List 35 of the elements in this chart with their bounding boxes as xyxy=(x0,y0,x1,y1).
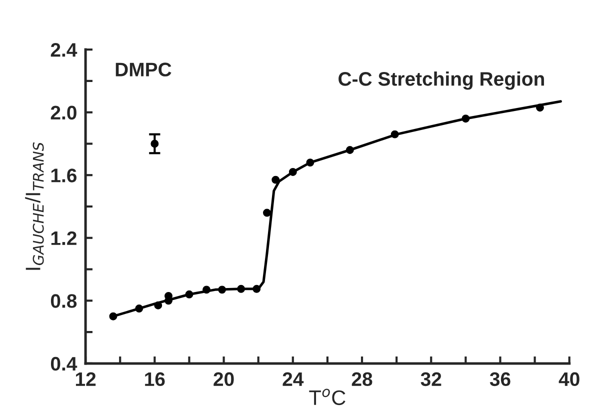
point xyxy=(252,284,261,293)
point xyxy=(263,208,271,217)
y-tick-label: 0.8 xyxy=(50,294,77,308)
x-tick-label: 16 xyxy=(145,372,165,386)
point xyxy=(306,158,314,167)
point xyxy=(154,301,162,310)
point xyxy=(288,168,297,176)
y-tick-label: 1.2 xyxy=(51,231,76,245)
point xyxy=(185,290,194,298)
x-tick-label: 12 xyxy=(76,372,96,386)
point xyxy=(272,176,280,184)
annotation: C-C Stretching Region xyxy=(338,72,544,90)
point xyxy=(536,104,544,112)
x-tick-label: 24 xyxy=(282,372,304,386)
point xyxy=(135,304,144,312)
point xyxy=(237,284,246,293)
annotation: DMPC xyxy=(116,62,172,76)
point xyxy=(390,130,399,138)
x-tick-label: 32 xyxy=(420,372,442,386)
point xyxy=(346,146,354,154)
y-tick-label: 2.0 xyxy=(50,106,76,120)
y-tick-label: 0.4 xyxy=(50,356,78,371)
point xyxy=(202,286,210,294)
point xyxy=(462,114,470,123)
point xyxy=(109,312,118,320)
x-tick-label: 40 xyxy=(558,372,580,386)
y-axis-title: I$_{GAUCHE}$/I$_{TRANS}$ xyxy=(25,142,44,270)
y-tick-label: 1.6 xyxy=(51,168,77,182)
x-axis-title: T$^{o}$C xyxy=(309,388,346,406)
point xyxy=(218,286,226,294)
x-tick-label: 36 xyxy=(490,372,510,386)
x-tick-label: 28 xyxy=(352,372,372,386)
x-tick-label: 20 xyxy=(214,372,234,386)
point xyxy=(150,140,159,148)
y-tick-label: 2.4 xyxy=(50,43,78,57)
